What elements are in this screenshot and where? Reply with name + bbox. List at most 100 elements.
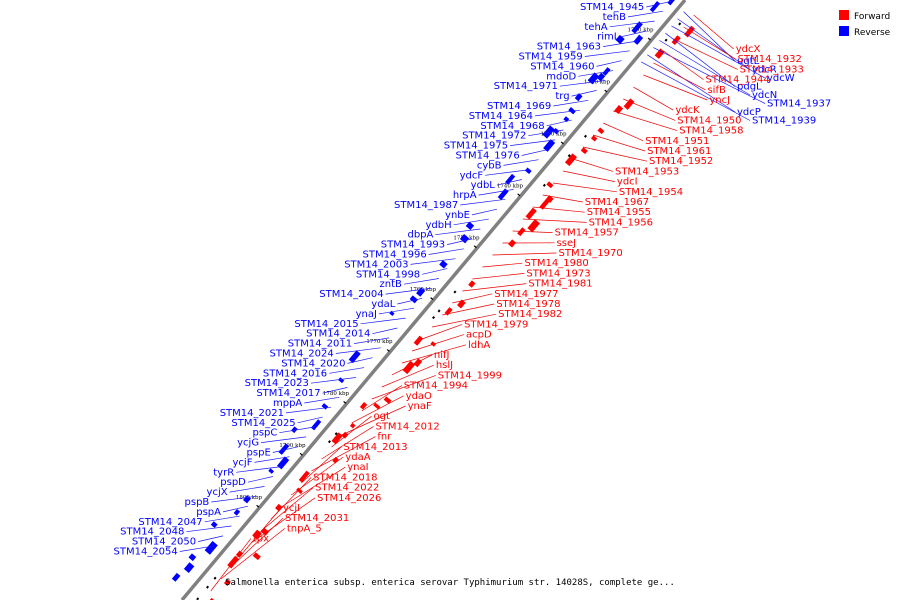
reverse-gene-label: STM14_2015 [294, 319, 358, 330]
reverse-gene-label: STM14_2023 [245, 378, 309, 389]
forward-gene-label: STM14_2013 [343, 442, 407, 453]
forward-gene-block [275, 503, 283, 512]
reverse-gene-label: STM14_1987 [394, 200, 458, 211]
backbone [180, 0, 687, 600]
reverse-gene-label: pspA [196, 507, 221, 518]
reverse-label-line [198, 535, 224, 542]
forward-gene-block [349, 422, 356, 429]
forward-gene-label: tnpA_5 [287, 523, 322, 534]
reverse-gene-block [524, 167, 532, 175]
tick-mark [604, 89, 608, 93]
forward-gene-block [597, 127, 605, 135]
tick-label: 1710 kbp [627, 28, 654, 34]
reverse-label-line [647, 54, 736, 113]
reverse-gene-label: pspC [252, 428, 277, 439]
map-caption: Salmonella enterica subsp. enterica sero… [225, 578, 675, 588]
forward-label-line [462, 283, 527, 292]
reverse-gene-block [459, 234, 470, 244]
reverse-gene-label: hrpA [453, 190, 477, 201]
reverse-label-line [596, 60, 622, 67]
forward-gene-block [444, 307, 453, 316]
forward-gene-block [296, 487, 303, 494]
reverse-label-line [665, 32, 736, 87]
reverse-label-line [460, 198, 506, 206]
reverse-gene-block [348, 350, 361, 364]
legend-label: Forward [854, 12, 890, 22]
reverse-gene-label: STM14_2054 [114, 547, 178, 558]
reverse-gene-label: STM14_2021 [220, 408, 284, 419]
reverse-gene-block [338, 377, 345, 384]
forward-gene-label: STM14_1999 [438, 370, 502, 381]
forward-gene-label: sseJ [557, 238, 577, 249]
forward-label-line [643, 74, 708, 101]
forward-gene-block [623, 98, 635, 110]
forward-gene-block [373, 402, 381, 410]
forward-label-line [592, 134, 646, 152]
forward-gene-block [223, 578, 231, 586]
reverse-gene-label: cybB [477, 160, 502, 171]
reverse-gene-label: ycjX [207, 487, 228, 498]
reverse-gene-label: STM14_1969 [487, 101, 551, 112]
forward-label-line [401, 344, 467, 364]
tick-label: 1790 kbp [279, 443, 306, 449]
reverse-label-line [435, 228, 481, 236]
forward-label-line [331, 415, 372, 448]
forward-label-line [301, 446, 342, 484]
forward-gene-block [468, 280, 476, 288]
forward-label-line [210, 538, 252, 592]
reverse-gene-label: STM14_2025 [231, 418, 295, 429]
forward-gene-label: STM14_1973 [526, 268, 590, 279]
reverse-label-line [534, 109, 581, 117]
reverse-label-line [603, 40, 639, 47]
forward-label-line [230, 517, 284, 568]
reverse-gene-label: tyrR [213, 467, 234, 478]
reverse-label-line [609, 20, 655, 28]
reverse-gene-label: ydbL [471, 180, 496, 191]
forward-gene-block [359, 401, 368, 410]
forward-label-line [603, 122, 644, 142]
reverse-gene-label: STM14_1975 [444, 141, 508, 152]
forward-gene-label: STM14_1957 [555, 228, 619, 239]
forward-label-line [663, 50, 704, 80]
reverse-label-line [279, 426, 315, 434]
forward-gene-label: hslJ [436, 360, 453, 371]
forward-gene-label: ydaA [345, 452, 370, 463]
forward-label-line [432, 313, 497, 328]
forward-gene-label: sifB [707, 85, 726, 96]
reverse-label-line [322, 387, 348, 394]
forward-gene-label: ynaF [408, 401, 432, 412]
reverse-label-line [496, 179, 522, 186]
forward-gene-label: STM14_1977 [494, 289, 558, 300]
reverse-label-line [335, 347, 381, 354]
forward-gene-label: yncJ [709, 95, 730, 106]
forward-gene-label: STM14_2031 [285, 513, 349, 524]
reverse-label-line [285, 406, 332, 414]
forward-label-line [492, 252, 557, 256]
reverse-label-line [304, 396, 340, 404]
reverse-gene-block [409, 295, 418, 304]
reverse-label-line [222, 505, 249, 513]
forward-label-line [361, 385, 402, 412]
forward-label-line [281, 466, 346, 508]
forward-label-line [381, 364, 434, 388]
reverse-label-line [204, 515, 240, 523]
reverse-label-line [571, 90, 597, 97]
forward-label-line [542, 194, 583, 203]
forward-label-line [683, 26, 736, 60]
forward-label-line [482, 262, 523, 268]
forward-gene-label: STM14_1970 [558, 248, 622, 259]
reverse-label-line [478, 189, 514, 196]
gene-labels: STM14_1945tehBtehArimLSTM14_1963STM14_19… [114, 2, 832, 558]
reverse-label-line [528, 129, 564, 137]
reverse-gene-label: ynaJ [356, 309, 377, 320]
forward-label-line [321, 426, 374, 460]
reverse-label-line [471, 208, 498, 216]
reverse-gene-label: ugtL [737, 56, 760, 67]
reverse-label-line [641, 61, 751, 121]
reverse-label-line [621, 30, 647, 38]
reverse-label-line [410, 258, 456, 265]
forward-gene-label: ydcI [617, 177, 638, 188]
reverse-label-line [372, 327, 398, 335]
forward-gene-label: STM14_1978 [496, 299, 560, 310]
reverse-gene-label: STM14_1937 [767, 99, 831, 110]
